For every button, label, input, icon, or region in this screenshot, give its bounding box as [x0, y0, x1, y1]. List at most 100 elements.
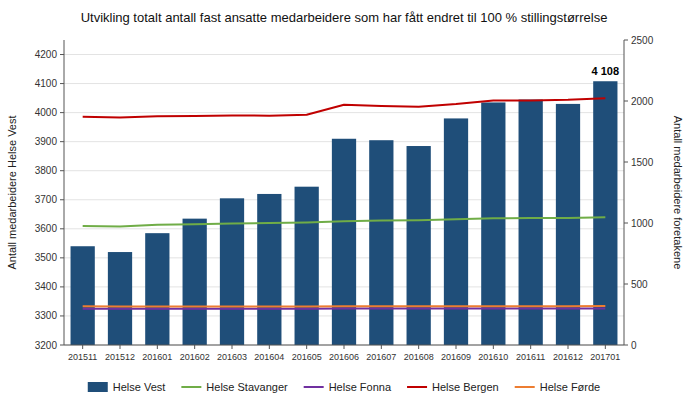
grid-line	[64, 83, 624, 84]
y-tick-label: 3400	[35, 281, 58, 292]
x-tick-label: 201512	[105, 352, 135, 362]
bar	[332, 139, 356, 345]
x-tick	[344, 345, 345, 349]
y-tick	[60, 286, 64, 287]
bar	[220, 198, 244, 345]
grid	[64, 55, 624, 345]
y2-axis-line	[624, 40, 625, 345]
bar	[71, 246, 95, 345]
chart: 3200 3300 3400 3500 3600 3700 3800 3900 4000 4100…	[0, 0, 688, 403]
legend-swatch	[181, 386, 201, 388]
y-tick	[60, 228, 64, 229]
legend-label: Helse Bergen	[432, 381, 499, 393]
y-tick-label: 4100	[35, 78, 58, 89]
y2-tick	[624, 162, 628, 163]
legend-item: Helse Fonna	[304, 381, 392, 393]
y2-tick	[624, 284, 628, 285]
line	[83, 307, 606, 309]
bar	[145, 233, 169, 345]
y-tick-label: 3800	[35, 165, 58, 176]
legend-item: Helse Bergen	[407, 381, 499, 393]
axes: 3200 3300 3400 3500 3600 3700 3800 3900 4000 4100…	[35, 35, 654, 363]
legend-item: Helse Førde	[515, 381, 601, 393]
legend-item: Helse Stavanger	[181, 381, 288, 393]
y-axis-line	[64, 40, 65, 345]
y2-tick-label: 0	[631, 340, 637, 351]
x-tick-label: 201609	[441, 352, 471, 362]
legend-label: Helse Førde	[540, 381, 601, 393]
y-tick	[60, 141, 64, 142]
x-tick	[456, 345, 457, 349]
x-tick-label: 201602	[180, 352, 210, 362]
plot-area	[71, 81, 618, 345]
line	[83, 217, 606, 226]
bar	[183, 219, 207, 345]
legend-label: Helse Vest	[113, 381, 166, 393]
y-tick	[60, 199, 64, 200]
x-tick	[157, 345, 158, 349]
x-tick	[605, 345, 606, 349]
bar	[444, 118, 468, 345]
y-tick-label: 3900	[35, 136, 58, 147]
y-tick-label: 3700	[35, 194, 58, 205]
x-tick-label: 201604	[254, 352, 284, 362]
grid-line	[64, 54, 624, 55]
y2-tick-label: 2500	[631, 35, 654, 46]
x-tick-label: 201605	[292, 352, 322, 362]
y2-tick-label: 1500	[631, 157, 654, 168]
y2-tick	[624, 223, 628, 224]
annotation: 4 108	[592, 65, 620, 77]
y-axis-label: Antall medarbeidere Helse Vest	[6, 115, 18, 269]
y2-tick	[624, 40, 628, 41]
x-tick	[269, 345, 270, 349]
x-tick	[530, 345, 531, 349]
bar	[257, 194, 281, 345]
y-tick	[60, 170, 64, 171]
title: Utvikling totalt antall fast ansatte med…	[81, 10, 608, 25]
x-tick-label: 201606	[329, 352, 359, 362]
legend-swatch	[88, 382, 108, 392]
x-tick	[493, 345, 494, 349]
legend-swatch	[515, 386, 535, 388]
y2-tick-label: 500	[631, 279, 648, 290]
bar	[369, 140, 393, 345]
x-tick-label: 201701	[590, 352, 620, 362]
x-tick	[418, 345, 419, 349]
y-tick-label: 3500	[35, 252, 58, 263]
x-tick-label: 201601	[142, 352, 172, 362]
legend-item: Helse Vest	[88, 381, 166, 393]
x-tick-label: 201611	[516, 352, 545, 362]
y2-tick-label: 1000	[631, 218, 654, 229]
y-tick-label: 4000	[35, 107, 58, 118]
x-tick-label: 201607	[366, 352, 396, 362]
bar	[407, 146, 431, 345]
x-tick-label: 201610	[478, 352, 508, 362]
y-tick	[60, 83, 64, 84]
legend-label: Helse Fonna	[329, 381, 392, 393]
x-tick	[82, 345, 83, 349]
y-tick	[60, 345, 64, 346]
y-tick-label: 3300	[35, 310, 58, 321]
line	[83, 98, 606, 117]
legend: Helse Vest Helse Stavanger Helse Fonna Hels…	[88, 381, 600, 393]
y2-tick-label: 2000	[631, 96, 654, 107]
y-tick-label: 4200	[35, 49, 58, 60]
legend-label: Helse Stavanger	[206, 381, 288, 393]
y-tick	[60, 315, 64, 316]
x-tick-label: 201612	[553, 352, 583, 362]
x-tick-label: 201603	[217, 352, 247, 362]
x-tick	[381, 345, 382, 349]
y2-tick	[624, 101, 628, 102]
x-tick	[232, 345, 233, 349]
x-tick	[568, 345, 569, 349]
y-tick-label: 3600	[35, 223, 58, 234]
x-tick-label: 201608	[404, 352, 434, 362]
y-tick	[60, 257, 64, 258]
legend-swatch	[304, 386, 324, 388]
y2-axis-label: Antall medarbeidere foretakene	[672, 116, 684, 269]
y-tick-label: 3200	[35, 340, 58, 351]
x-tick-label: 201511	[68, 352, 97, 362]
y-tick	[60, 112, 64, 113]
x-tick	[194, 345, 195, 349]
line	[83, 305, 606, 308]
